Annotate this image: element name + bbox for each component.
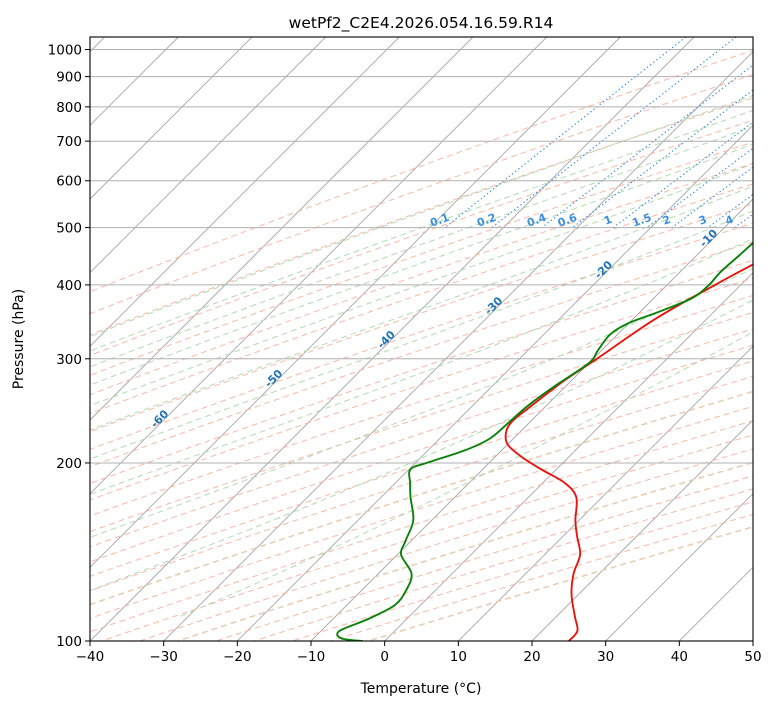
isotherm-label: -70 [33,449,56,472]
y-axis: 100 200 300 400 500 600 700 800 900 1000 [48,43,90,650]
y-tick-label: 800 [56,100,82,116]
moist-adiabat [90,185,753,431]
mixing-ratio-label: 3 [697,213,709,228]
isotherm-line [90,37,621,569]
isotherm-line [90,37,695,641]
x-tick-label: 0 [380,649,389,665]
x-tick-label: −40 [76,649,105,665]
moist-adiabat [90,299,753,591]
moist-adiabat [90,210,753,460]
mixing-ratio-line [444,37,687,229]
background-lines [90,37,753,641]
mixing-ratio-label: 0.1 [428,211,451,230]
y-tick-label: 900 [56,70,82,86]
isotherm-line [605,492,753,641]
x-tick-label: 20 [523,649,540,665]
profile-series [336,241,753,641]
plot-background [90,37,753,641]
dry-adiabat [90,360,753,577]
y-tick-label: 100 [56,634,82,650]
chart-title: wetPf2_C2E4.2026.054.16.59.R14 [289,14,554,33]
mixing-ratio-label: 1 [602,213,614,228]
mixing-ratio-label: 6 [762,213,774,228]
x-tick-label: 40 [671,649,688,665]
moist-adiabat [90,163,753,407]
line-labels: -100-90-80-70-60-50-40-30-20-100.10.20.4… [33,211,774,472]
dry-adiabat [90,141,753,376]
mixing-ratio-label: 2 [661,213,673,228]
isotherm-line [384,271,753,641]
dry-adiabat [215,475,753,641]
dry-adiabat [90,328,753,548]
isotherm-line [163,50,753,641]
dry-adiabat [90,97,753,336]
mixing-ratio-label: 4 [724,213,736,228]
dry-adiabat [292,501,753,641]
pressure-grid [90,49,753,641]
dewpoint-profile-line [336,241,753,641]
x-tick-label: 50 [744,649,761,665]
isotherm-line [90,37,548,495]
dry-adiabat [330,513,753,641]
x-axis: −40 −30 −20 −10 0 10 20 30 40 50 [76,641,762,665]
dry-adiabat [90,203,753,433]
x-tick-label: −10 [297,649,326,665]
mixing-ratio-label: 0.2 [475,211,498,230]
mixing-ratio-line [612,121,753,229]
dry-adiabat [90,344,753,563]
dry-adiabat [90,222,753,450]
dry-adiabat [90,119,753,356]
y-tick-label: 400 [56,278,82,294]
isotherm-line [90,37,327,274]
plot-frame [89,36,754,642]
y-tick-label: 1000 [48,43,82,59]
y-tick-label: 600 [56,174,82,190]
isotherm-line [90,37,253,200]
isotherm-line [752,640,753,641]
y-tick-label: 700 [56,134,82,150]
dry-adiabat [177,461,753,641]
isotherm-line [310,198,753,641]
x-tick-label: −20 [223,649,252,665]
isotherm-line [236,124,753,641]
isotherm-line [457,345,753,641]
mixing-ratio-line [541,64,753,229]
moist-adiabat [90,94,753,337]
mixing-ratio-label: 0.6 [556,211,579,230]
x-axis-label: Temperature (°C) [360,681,482,697]
mixing-ratio-label: 1.5 [630,211,653,230]
isotherm-line [531,419,753,641]
dry-adiabat [139,448,753,641]
dry-adiabat [90,375,753,592]
x-tick-label: 10 [450,649,467,665]
dry-adiabat [90,183,753,414]
isotherm-line [90,37,474,421]
y-axis-label: Pressure (hPa) [11,289,27,389]
y-tick-label: 200 [56,456,82,472]
x-tick-label: −30 [149,649,178,665]
x-tick-label: 30 [597,649,614,665]
y-tick-label: 500 [56,221,82,237]
mixing-ratio-label: 0.4 [525,211,548,230]
isotherm-line [90,37,400,348]
dry-adiabat [90,162,753,396]
moist-adiabat [90,143,753,386]
y-tick-label: 300 [56,352,82,368]
